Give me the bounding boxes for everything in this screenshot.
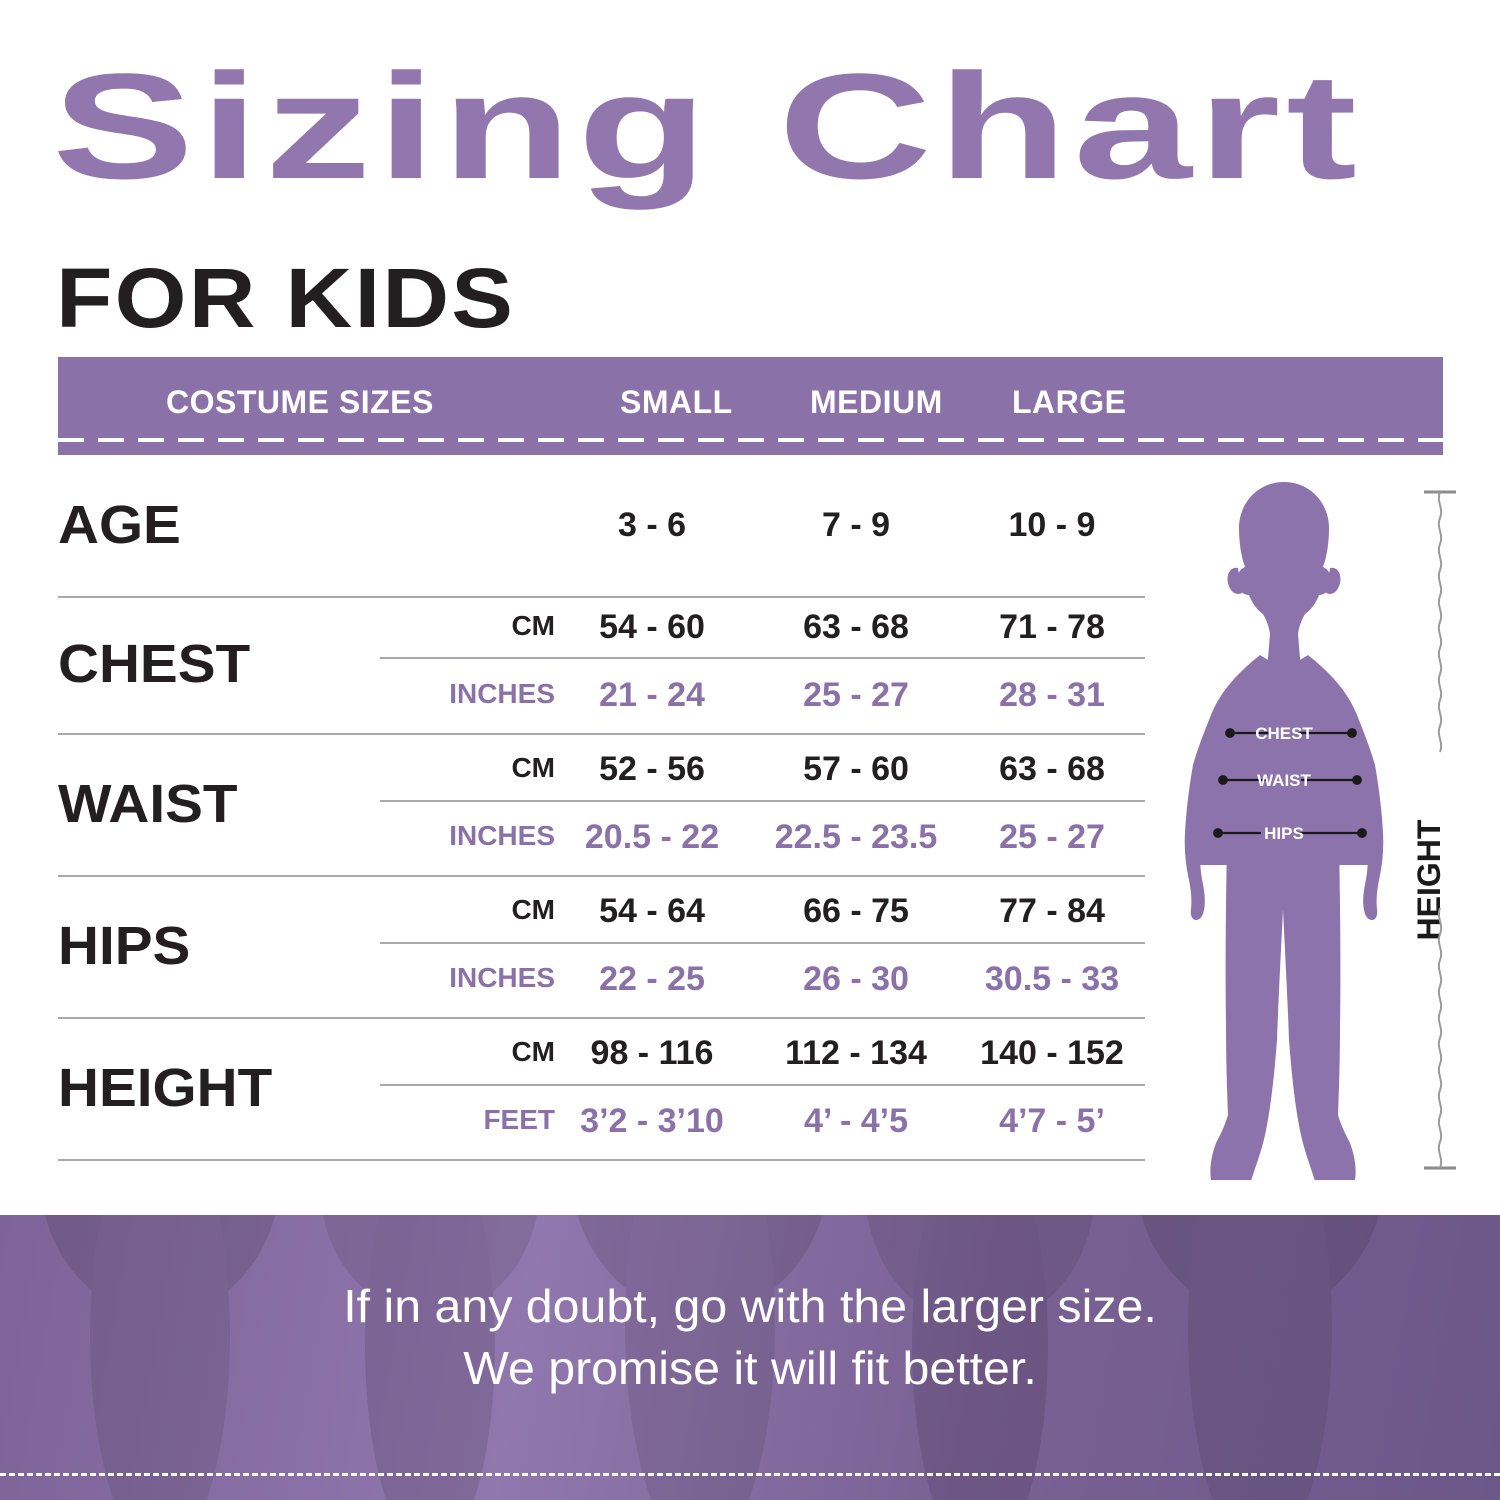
svg-text:HIPS: HIPS xyxy=(1264,824,1304,843)
svg-text:CHEST: CHEST xyxy=(1255,724,1313,743)
svg-text:HEIGHT: HEIGHT xyxy=(1411,819,1447,940)
svg-text:WAIST: WAIST xyxy=(1257,771,1311,790)
